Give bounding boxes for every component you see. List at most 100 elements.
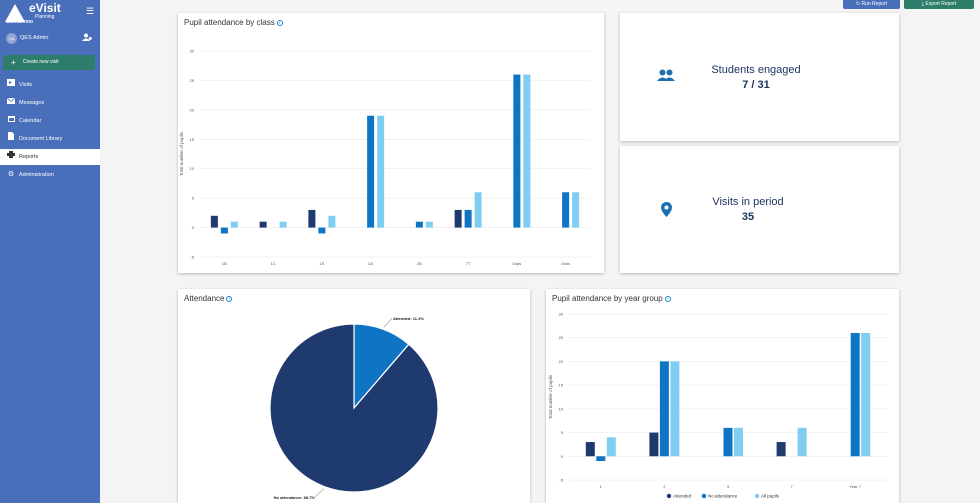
y-tick-label: 0: [561, 454, 564, 459]
bar: [797, 427, 807, 457]
logo-title: eVisit: [29, 1, 61, 15]
sidebar-item-messages[interactable]: Messages: [0, 95, 100, 111]
students-engaged-card: Students engaged 7 / 31: [620, 13, 899, 141]
y-tick-label: 20: [559, 359, 564, 364]
bar: [585, 442, 595, 457]
info-icon[interactable]: i: [664, 295, 671, 302]
y-axis-label: Total number of pupils: [179, 131, 184, 176]
people-icon: [657, 68, 675, 84]
logo-subtitle: Planning: [35, 14, 55, 20]
export-report-button[interactable]: ⤓ Export Report: [904, 0, 974, 9]
bar: [210, 215, 218, 228]
bar: [328, 215, 336, 228]
bar: [474, 192, 482, 228]
bar: [318, 227, 326, 234]
attendance-title: Attendance i: [184, 294, 233, 303]
pie-slice: [269, 323, 439, 493]
year-group-attendance-chart: -5 0 5 10 15 20 25 30 Total number of pupils 1 2 3 7…: [548, 312, 887, 499]
y-tick-label: 5: [192, 196, 195, 201]
mail-icon: [6, 95, 16, 111]
bar: [649, 432, 659, 457]
bar: [415, 221, 423, 228]
hamburger-icon[interactable]: ☰: [86, 6, 95, 16]
avatar[interactable]: QA: [6, 33, 17, 44]
plus-icon: +: [11, 58, 16, 67]
user-manage-icon[interactable]: [82, 33, 92, 43]
bar: [308, 209, 316, 228]
sidebar-item-document-library[interactable]: Document Library: [0, 131, 100, 147]
bar: [723, 427, 733, 457]
legend-label: All pupils: [761, 494, 780, 499]
user-name: QES Admin: [20, 35, 49, 41]
legend-marker: [666, 493, 672, 499]
sidebar-item-reports[interactable]: Reports: [0, 149, 100, 165]
x-tick-label: 1S: [319, 261, 324, 266]
y-tick-label: 25: [559, 335, 564, 340]
attendance-card: Attendance i Attended: 11.3% No attendance…: [178, 289, 530, 503]
info-icon[interactable]: i: [226, 295, 233, 302]
bar: [572, 192, 580, 228]
sidebar-item-label: Document Library: [19, 136, 63, 142]
org-name: SalesDemo: [6, 19, 33, 25]
document-icon: [6, 131, 16, 147]
create-new-visit-label: Create new visit: [23, 59, 59, 65]
students-engaged-label: Students engaged: [711, 64, 801, 76]
bar: [606, 437, 616, 457]
year-group-attendance-title-text: Pupil attendance by year group: [552, 294, 663, 303]
visits-in-period-label: Visits in period: [712, 196, 784, 208]
x-tick-label: 7: [790, 484, 793, 489]
x-tick-label: 7T: [466, 261, 471, 266]
bar: [850, 332, 860, 457]
bar: [562, 192, 570, 228]
y-tick-label: 30: [190, 49, 195, 54]
download-icon: ⤓: [921, 1, 924, 7]
y-tick-label: -5: [559, 478, 563, 483]
bar: [670, 361, 680, 457]
x-tick-label: 2: [663, 484, 666, 489]
y-tick-label: 10: [190, 166, 195, 171]
bar: [230, 221, 238, 228]
bar: [377, 115, 385, 228]
bar: [861, 332, 871, 457]
bar: [464, 209, 472, 228]
x-tick-label: Owls: [512, 261, 521, 266]
evisit-logo[interactable]: eVisit Planning: [5, 2, 95, 28]
info-icon[interactable]: i: [276, 19, 283, 26]
y-tick-label: 25: [190, 78, 195, 83]
legend-label: Attended: [673, 494, 692, 499]
calendar-icon: [6, 113, 16, 129]
bar: [220, 227, 228, 234]
create-new-visit-button[interactable]: + Create new visit: [3, 55, 95, 70]
bar: [776, 442, 786, 457]
year-group-attendance-title: Pupil attendance by year group i: [552, 294, 671, 303]
legend-label: No attendance: [708, 494, 738, 499]
sidebar-item-label: Reports: [19, 154, 39, 160]
class-attendance-chart: -5 0 5 10 15 20 25 30 Total number of pupils 1B 1C…: [179, 49, 590, 266]
class-attendance-title-text: Pupil attendance by class: [184, 18, 275, 27]
x-tick-label: 2B: [417, 261, 422, 266]
sidebar-item-label: Calendar: [19, 118, 42, 124]
run-report-button[interactable]: ↻ Run Report: [843, 0, 900, 9]
pie-label-connector: [314, 488, 325, 498]
user-row: QA QES Admin: [6, 33, 96, 45]
sidebar-item-administration[interactable]: ⚙ Administration: [0, 167, 100, 183]
printer-icon: [6, 149, 16, 165]
gear-icon: ⚙: [7, 171, 15, 178]
bar: [454, 209, 462, 228]
pie-slice-label: No attendance: 88.7%: [274, 495, 316, 500]
x-tick-label: Year 7: [849, 484, 861, 489]
sidebar-item-label: Visits: [19, 82, 33, 88]
bar: [259, 221, 267, 228]
bar: [659, 361, 669, 457]
y-tick-label: 15: [190, 137, 195, 142]
pie-label-connector: [383, 317, 393, 328]
run-report-label: Run Report: [861, 1, 888, 7]
class-attendance-title: Pupil attendance by class i: [184, 18, 283, 27]
x-tick-label: 1B: [222, 261, 227, 266]
sidebar-item-label: Messages: [19, 100, 45, 106]
sidebar: eVisit Planning SalesDemo ☰ QA QES Admin…: [0, 0, 100, 503]
x-tick-label: 1: [600, 484, 603, 489]
bar: [425, 221, 433, 228]
sidebar-item-calendar[interactable]: Calendar: [0, 113, 100, 129]
sidebar-item-visits[interactable]: Visits: [0, 77, 100, 93]
